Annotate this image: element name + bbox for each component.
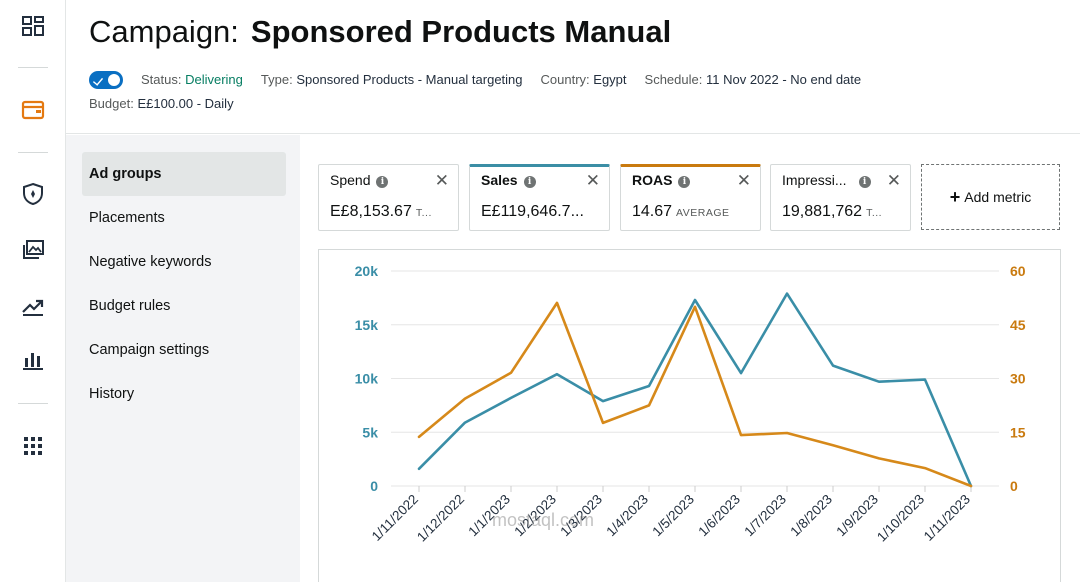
status-value: Delivering (185, 72, 243, 88)
metric-value: E£8,153.67 (330, 203, 412, 220)
metric-value: 19,881,762 (782, 203, 863, 220)
watermark: mostaql.com (491, 510, 595, 530)
title-prefix: Campaign: (89, 14, 239, 49)
campaign-name: Sponsored Products Manual (250, 14, 672, 49)
close-icon[interactable]: ✕ (585, 171, 600, 190)
x-tick-label: 1/9/2023 (833, 492, 881, 540)
apps-grid-icon[interactable] (13, 426, 53, 466)
campaign-meta: Status: Delivering Type: Sponsored Produc… (89, 71, 879, 90)
campaign-header: Campaign: Sponsored Products Manual Statu… (66, 0, 1080, 134)
budget-info: Budget: E£100.00 - Daily (89, 96, 234, 111)
subnav-item-negative-keywords[interactable]: Negative keywords (89, 254, 212, 270)
sales-series-line (417, 292, 973, 488)
right-tick-label: 60 (1010, 263, 1026, 279)
dashboard-icon[interactable] (13, 6, 53, 46)
left-tick-label: 10k (355, 371, 379, 387)
metric-card-roas[interactable]: ROAS i ✕ 14.67 AVERAGE (620, 164, 761, 231)
campaigns-icon[interactable] (13, 90, 53, 130)
page-title: Campaign: Sponsored Products Manual (89, 14, 671, 50)
metric-label: Impressi... (782, 172, 847, 188)
add-metric-button[interactable]: + Add metric (921, 164, 1060, 230)
info-icon[interactable]: i (858, 176, 871, 188)
x-tick-label: 1/8/2023 (787, 492, 835, 540)
close-icon[interactable]: ✕ (736, 171, 751, 190)
x-tick-label: 1/7/2023 (741, 492, 789, 540)
subnav-item-placements[interactable]: Placements (89, 210, 165, 226)
metric-suffix: AVERAGE (676, 207, 730, 219)
metric-card-impressions[interactable]: Impressi... i ✕ 19,881,762 T... (770, 164, 911, 231)
metric-label: Spend (330, 172, 371, 188)
right-tick-label: 45 (1010, 317, 1026, 333)
chart-panel: 0 5k 10k 15k 20k 0 15 30 45 60 1/11/2022 1/12/2022 1… (318, 249, 1061, 582)
right-tick-label: 15 (1010, 424, 1026, 440)
info-icon[interactable]: i (376, 176, 389, 188)
plus-icon: + (949, 186, 961, 207)
subnav-item-campaign-settings[interactable]: Campaign settings (89, 342, 210, 358)
x-tick-label: 1/6/2023 (695, 492, 743, 540)
campaign-toggle[interactable] (89, 71, 123, 89)
subnav-item-budget-rules[interactable]: Budget rules (89, 298, 171, 314)
roas-series-line (417, 301, 973, 488)
country-info: Country: Egypt (540, 72, 627, 88)
left-tick-label: 15k (355, 317, 379, 333)
add-metric-label: Add metric (964, 189, 1032, 205)
metric-value: 14.67 (632, 203, 673, 220)
schedule-info: Schedule: 11 Nov 2022 - No end date (644, 72, 862, 88)
right-tick-label: 0 (1010, 478, 1018, 494)
trend-icon[interactable] (13, 286, 53, 326)
left-nav-rail (0, 0, 66, 582)
close-icon[interactable]: ✕ (434, 171, 449, 190)
info-icon[interactable]: i (678, 176, 691, 188)
x-tick-label: 1/11/2023 (921, 492, 973, 544)
metric-card-sales[interactable]: Sales i ✕ E£119,646.7... (469, 164, 610, 231)
subnav-item-ad-groups[interactable]: Ad groups (82, 152, 286, 196)
metric-card-spend[interactable]: Spend i ✕ E£8,153.67 T... (318, 164, 459, 231)
left-tick-label: 20k (355, 263, 379, 279)
metric-label: Sales (481, 172, 518, 188)
x-tick-label: 1/12/2022 (414, 492, 467, 545)
shield-icon[interactable] (13, 174, 53, 214)
metric-suffix: T... (415, 207, 432, 219)
close-icon[interactable]: ✕ (886, 171, 901, 190)
x-tick-label: 1/10/2023 (874, 492, 927, 545)
metric-suffix: T... (866, 207, 883, 219)
subnav-item-history[interactable]: History (89, 386, 135, 402)
left-tick-label: 0 (370, 478, 378, 494)
x-tick-label: 1/11/2022 (369, 492, 421, 544)
right-tick-label: 30 (1010, 371, 1026, 387)
left-tick-label: 5k (362, 424, 378, 440)
bar-chart-icon[interactable] (13, 340, 53, 380)
type-info: Type: Sponsored Products - Manual target… (260, 72, 523, 88)
media-library-icon[interactable] (13, 230, 53, 270)
metric-value: E£119,646.7... (481, 203, 584, 220)
campaign-subnav: Ad groups Placements Negative keywords B… (82, 152, 286, 416)
status-info: Status: Delivering (141, 72, 243, 88)
info-icon[interactable]: i (523, 176, 536, 188)
x-tick-label: 1/5/2023 (649, 492, 697, 540)
metric-label: ROAS (632, 172, 673, 188)
